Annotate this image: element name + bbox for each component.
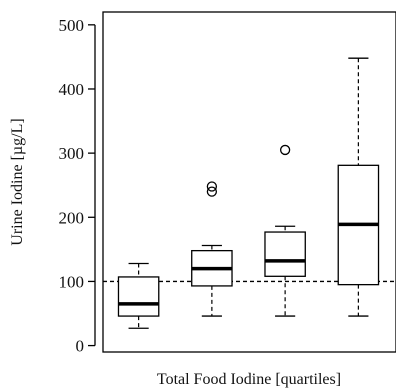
y-tick-label: 200	[59, 208, 85, 227]
y-tick-label: 0	[76, 337, 85, 356]
y-tick-label: 400	[59, 80, 85, 99]
x-axis-title: Total Food Iodine [quartiles]	[157, 371, 341, 388]
box-body	[264, 231, 306, 277]
box-1	[117, 262, 160, 329]
plot-frame	[102, 11, 396, 353]
y-tick-label: 500	[59, 16, 85, 35]
y-axis-title: Urine Iodine [µg/L]	[9, 118, 26, 245]
box-4	[337, 57, 380, 317]
box-2	[191, 181, 233, 317]
y-tick-label: 100	[59, 272, 85, 291]
y-axis: 0 100 200 300 400 500	[59, 16, 96, 356]
boxes-group	[117, 57, 380, 329]
outlier-point	[279, 144, 291, 156]
outlier-point	[206, 186, 218, 197]
y-tick-label: 300	[59, 144, 85, 163]
box-3	[264, 144, 306, 317]
box-body	[117, 276, 160, 317]
outlier-point	[206, 181, 218, 192]
